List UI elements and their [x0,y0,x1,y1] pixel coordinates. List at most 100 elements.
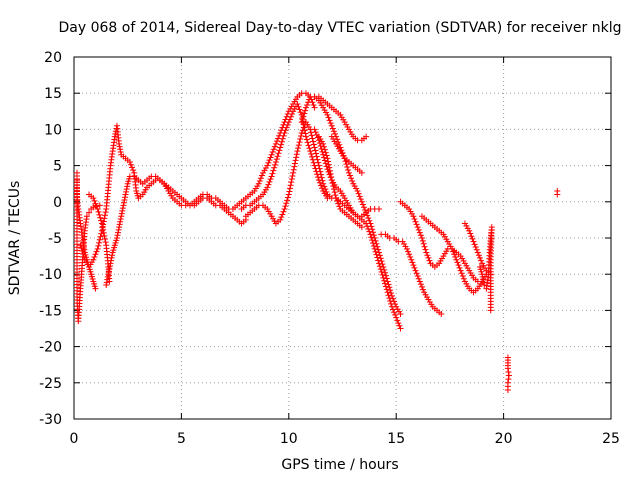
data-point [388,290,395,297]
data-point [424,252,431,259]
data-point [283,200,290,207]
data-point [103,282,110,289]
y-tick-label: -15 [39,303,62,319]
data-point [95,208,102,215]
data-point [383,275,390,282]
data-point [411,215,418,222]
data-point [345,169,352,176]
data-point [99,223,106,230]
data-point [277,216,284,223]
data-point [385,281,392,288]
data-point [94,245,101,252]
data-point [299,127,306,134]
data-point [268,151,275,158]
data-point [392,301,399,308]
data-point [267,176,274,183]
data-point [280,208,287,215]
data-point [122,194,129,201]
data-point [366,217,373,224]
data-point [98,217,105,224]
data-point [101,215,108,222]
data-point [330,128,337,135]
data-point [118,213,125,220]
data-point [389,295,396,302]
data-point [312,129,319,136]
data-point [297,109,304,116]
data-point [97,233,104,240]
data-point [304,139,311,146]
grid-lines [74,57,611,419]
data-point [286,188,293,195]
data-point [288,176,295,183]
data-point [326,164,333,171]
data-point [296,139,303,146]
data-point [405,248,412,255]
data-point [454,259,461,266]
data-point [410,213,417,220]
data-point [293,154,300,161]
x-tick-label: 15 [387,431,405,447]
data-point [347,172,354,179]
data-point [271,143,278,150]
data-point [257,175,264,182]
data-point [266,178,273,185]
data-point [124,183,131,190]
data-point [472,244,479,251]
y-tick-label: 0 [53,195,62,211]
data-point [315,159,322,166]
data-point [450,248,457,255]
x-tick-label: 5 [177,431,186,447]
data-point [554,191,561,198]
data-point [418,283,425,290]
data-point [288,179,295,186]
data-point [367,220,374,227]
data-point [469,235,476,242]
data-point [487,307,494,314]
data-point [311,104,318,111]
data-point [331,189,338,196]
data-point [103,279,110,286]
data-point [479,273,486,280]
data-point [318,171,325,178]
data-point [321,146,328,153]
y-axis-label: SDTVAR / TECUs [7,181,23,296]
data-point [310,101,317,108]
data-point [117,215,124,222]
data-point [397,325,404,332]
data-point [101,232,108,239]
data-point [364,212,371,219]
data-point [119,205,126,212]
data-point [479,271,486,278]
data-point [292,157,299,164]
data-point [113,235,120,241]
data-point [380,263,387,270]
x-tick-label: 25 [602,431,620,447]
data-point [316,165,323,172]
data-point [116,140,123,147]
data-point [119,207,126,214]
data-point [455,262,462,269]
data-point [355,190,362,197]
data-point [306,96,313,103]
data-point [275,150,282,157]
data-point [122,191,129,198]
data-point [284,197,291,204]
data-point [282,127,289,134]
data-point [452,254,459,261]
data-point [471,241,478,248]
data-point [96,239,103,246]
data-point [281,206,288,213]
data-point [295,103,302,110]
data-point [358,224,365,231]
data-point [416,229,423,236]
data-point [106,278,113,285]
data-marks [74,90,561,394]
data-point [302,130,309,137]
data-point [302,107,309,114]
data-point [376,249,383,256]
data-point [306,145,313,152]
data-point [300,124,307,131]
data-point [420,286,427,293]
data-point [321,183,328,190]
data-point [387,287,394,294]
